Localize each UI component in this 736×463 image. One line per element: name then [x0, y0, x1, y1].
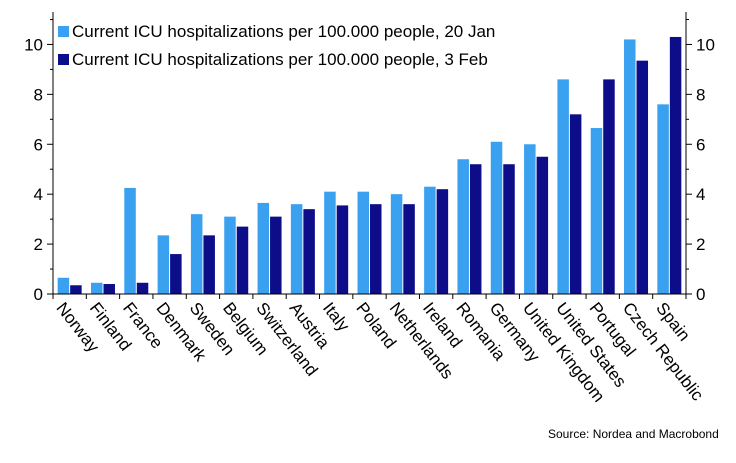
- legend-label: Current ICU hospitalizations per 100.000…: [72, 50, 488, 69]
- bar-20jan-spain: [657, 104, 669, 295]
- bar-20jan-romania: [457, 159, 469, 294]
- bar-20jan-germany: [490, 141, 503, 294]
- bar-20jan-norway: [57, 277, 70, 294]
- bar-3feb-poland: [370, 204, 382, 294]
- right-tick-label: 0: [696, 285, 705, 304]
- left-tick-label: 2: [34, 235, 43, 254]
- bar-20jan-denmark: [157, 235, 170, 294]
- right-tick-label: 8: [696, 85, 705, 104]
- bar-20jan-belgium: [224, 216, 236, 294]
- bar-3feb-sweden: [203, 235, 215, 294]
- bar-3feb-finland: [103, 284, 115, 294]
- legend-swatch: [58, 54, 69, 65]
- bar-3feb-czech-republic: [636, 60, 649, 295]
- left-tick-label: 6: [34, 135, 43, 154]
- left-tick-label: 8: [34, 85, 43, 104]
- source-note: Source: Nordea and Macrobond: [548, 427, 719, 441]
- bar-20jan-united-states: [557, 79, 569, 295]
- bar-3feb-belgium: [236, 226, 249, 294]
- bar-20jan-italy: [324, 191, 336, 294]
- bars-group: [57, 36, 682, 295]
- bar-3feb-united-states: [569, 114, 582, 295]
- right-tick-label: 4: [696, 185, 705, 204]
- right-axis-ticks: 0 2 4 6 8 10: [686, 18, 715, 304]
- bar-20jan-ireland: [424, 186, 436, 294]
- bar-3feb-germany: [503, 164, 515, 294]
- legend-swatch: [58, 26, 69, 37]
- bar-20jan-united-kingdom: [524, 144, 536, 294]
- bar-3feb-netherlands: [403, 204, 415, 294]
- bar-20jan-finland: [90, 282, 103, 294]
- bar-20jan-poland: [357, 191, 369, 294]
- bar-20jan-czech-republic: [624, 39, 636, 295]
- bar-3feb-norway: [70, 285, 82, 294]
- legend: Current ICU hospitalizations per 100.000…: [58, 22, 495, 69]
- bar-3feb-switzerland: [270, 216, 282, 294]
- bar-20jan-austria: [290, 204, 303, 294]
- bar-3feb-italy: [336, 205, 349, 294]
- bar-3feb-austria: [303, 209, 315, 294]
- bar-3feb-romania: [469, 164, 482, 294]
- left-tick-label: 0: [34, 285, 43, 304]
- left-tick-label: 4: [34, 185, 43, 204]
- bar-20jan-france: [124, 187, 136, 294]
- bar-3feb-spain: [669, 36, 682, 295]
- right-tick-label: 10: [696, 35, 715, 54]
- bar-20jan-netherlands: [390, 194, 403, 294]
- bar-3feb-united-kingdom: [536, 156, 549, 294]
- bar-20jan-portugal: [590, 128, 603, 294]
- left-tick-label: 10: [24, 35, 43, 54]
- legend-label: Current ICU hospitalizations per 100.000…: [72, 22, 495, 41]
- category-labels: NorwayFinlandFranceDenmarkSwedenBelgiumS…: [52, 294, 707, 406]
- axes-group: [52, 12, 687, 295]
- right-tick-label: 6: [696, 135, 705, 154]
- bar-3feb-ireland: [436, 189, 449, 294]
- right-tick-label: 2: [696, 235, 705, 254]
- bar-20jan-sweden: [190, 214, 203, 294]
- bar-3feb-denmark: [170, 254, 182, 294]
- bar-3feb-france: [136, 282, 149, 294]
- bar-20jan-switzerland: [257, 202, 270, 294]
- left-axis-ticks: 0 2 4 6 8 10: [24, 18, 53, 304]
- bar-3feb-portugal: [603, 79, 615, 295]
